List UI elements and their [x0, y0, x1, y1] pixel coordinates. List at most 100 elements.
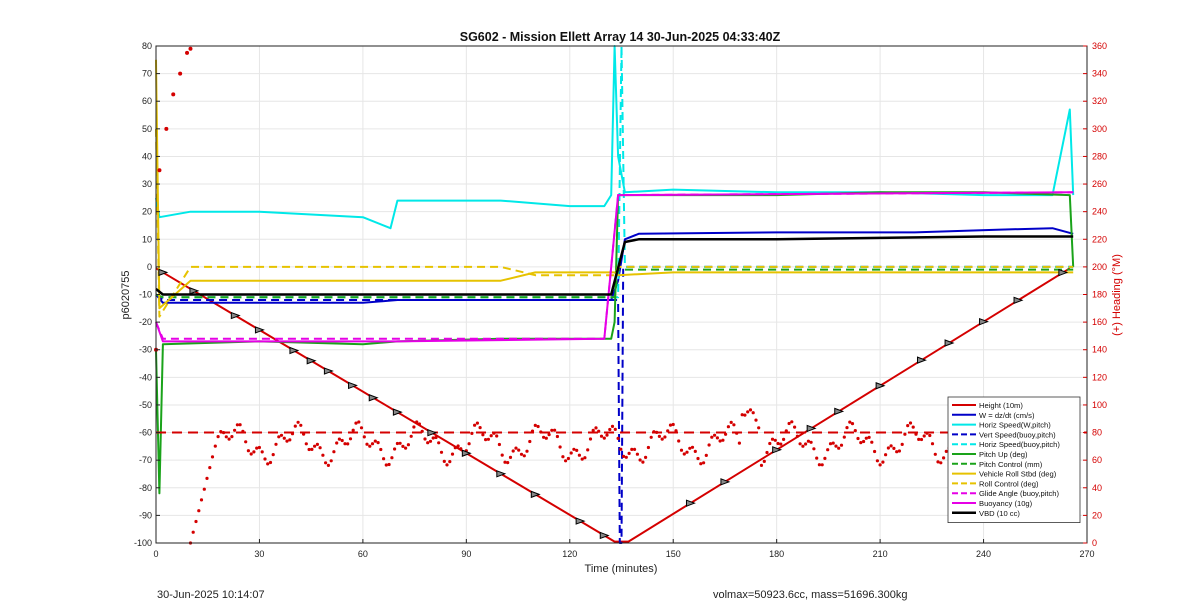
heading-point	[318, 446, 322, 450]
y2-tick-label: 340	[1092, 69, 1107, 79]
heading-point	[619, 447, 623, 451]
heading-point	[809, 440, 813, 444]
heading-point	[834, 444, 838, 448]
heading-point	[332, 450, 336, 454]
heading-point	[688, 446, 692, 450]
heading-point	[845, 426, 849, 430]
heading-point	[188, 46, 193, 51]
heading-point	[550, 428, 554, 432]
legend-label: Glide Angle (buoy,pitch)	[979, 489, 1060, 498]
heading-point	[288, 438, 292, 442]
height-marker	[427, 428, 438, 437]
heading-point	[315, 442, 319, 446]
y-tick-label: -20	[139, 317, 152, 327]
heading-point	[450, 452, 455, 456]
heading-point	[936, 460, 940, 464]
height-marker	[189, 287, 200, 295]
heading-point	[715, 436, 720, 440]
heading-point	[677, 439, 681, 443]
heading-point	[928, 433, 932, 438]
heading-point	[605, 433, 609, 437]
y2-axis-label: (+) Heading (°M)	[1111, 254, 1123, 336]
heading-point	[754, 418, 758, 422]
heading-point	[842, 435, 846, 439]
legend-label: Horiz Speed(W,pitch)	[979, 421, 1051, 430]
height-marker	[1058, 268, 1069, 277]
heading-point	[528, 439, 532, 444]
heading-point	[489, 434, 493, 438]
heading-point	[770, 437, 775, 441]
heading-point	[746, 410, 750, 414]
heading-point	[850, 422, 855, 426]
y-tick-label: 50	[142, 124, 152, 134]
heading-point	[627, 451, 631, 455]
y2-tick-label: 360	[1092, 41, 1107, 51]
heading-point	[246, 449, 250, 453]
heading-point	[533, 423, 537, 427]
heading-point	[257, 445, 261, 450]
heading-point	[679, 448, 684, 452]
heading-point	[445, 463, 449, 467]
height-marker	[685, 499, 696, 507]
heading-point	[608, 427, 612, 432]
heading-point	[710, 435, 714, 439]
footer-volmax-mass: volmax=50923.6cc, mass=51696.300kg	[713, 589, 908, 601]
heading-point	[784, 429, 788, 433]
y2-tick-label: 100	[1092, 400, 1107, 410]
x-tick-label: 60	[358, 549, 368, 559]
heading-point	[296, 420, 300, 424]
heading-point	[164, 126, 169, 131]
heading-point	[594, 426, 598, 430]
y2-tick-label: 240	[1092, 207, 1107, 217]
heading-point	[428, 439, 433, 443]
heading-point	[795, 434, 800, 438]
heading-point	[862, 439, 866, 444]
heading-point	[500, 453, 504, 457]
y2-tick-label: 320	[1092, 96, 1107, 106]
heading-point	[610, 424, 615, 428]
heading-point	[423, 437, 427, 441]
heading-point	[439, 450, 444, 454]
heading-point	[503, 460, 507, 464]
heading-point	[230, 435, 234, 439]
y-ticks: -100-90-80-70-60-50-40-30-20-10010203040…	[134, 41, 160, 548]
heading-point	[564, 459, 568, 463]
series-layer	[155, 45, 1075, 544]
heading-point	[693, 449, 697, 453]
heading-point	[459, 447, 463, 451]
heading-point	[823, 456, 827, 460]
heading-point	[801, 444, 805, 448]
heading-point	[393, 447, 397, 451]
y-axis-label: p6020755	[120, 271, 132, 320]
heading-point	[398, 441, 402, 445]
heading-point	[666, 429, 670, 433]
heading-point	[856, 436, 860, 441]
legend-label: Height (10m)	[979, 401, 1023, 410]
heading-point	[914, 432, 918, 436]
height-marker	[772, 446, 783, 454]
heading-point	[415, 420, 419, 424]
y-tick-label: -70	[139, 455, 152, 465]
heading-point	[263, 457, 267, 461]
heading-point	[577, 453, 582, 457]
height-marker	[496, 470, 507, 478]
heading-point	[497, 442, 501, 447]
heading-point	[390, 456, 394, 460]
heading-point	[514, 446, 518, 450]
y2-tick-label: 80	[1092, 428, 1102, 438]
heading-point	[911, 425, 915, 429]
heading-point	[285, 439, 289, 443]
heading-point	[544, 436, 548, 440]
heading-point	[790, 420, 794, 424]
series-line-10	[155, 191, 1074, 343]
heading-point	[649, 435, 653, 439]
height-marker	[348, 381, 358, 390]
heading-point	[944, 449, 948, 453]
heading-point	[638, 458, 642, 462]
y2-tick-label: 280	[1092, 151, 1107, 161]
legend-label: Vehicle Roll Stbd (deg)	[979, 470, 1057, 479]
heading-point	[417, 422, 421, 426]
y-tick-label: 80	[142, 41, 152, 51]
heading-point	[437, 441, 441, 445]
